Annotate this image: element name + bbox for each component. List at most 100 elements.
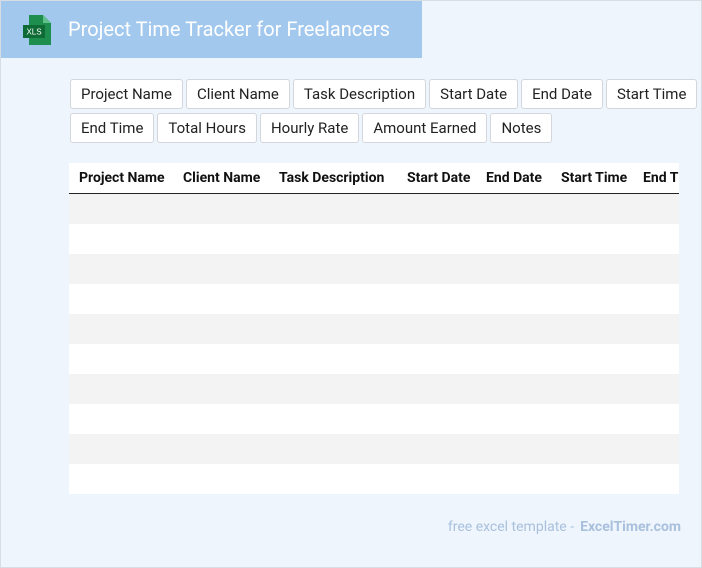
table-cell <box>476 404 551 434</box>
table-row <box>69 254 679 284</box>
table-cell <box>476 374 551 404</box>
table-cell <box>633 193 679 224</box>
table-row <box>69 193 679 224</box>
field-chip[interactable]: Client Name <box>185 79 290 109</box>
table-cell <box>269 284 397 314</box>
table-cell <box>476 224 551 254</box>
table-cell <box>397 404 476 434</box>
table-cell <box>476 314 551 344</box>
table-cell <box>551 314 633 344</box>
field-chip[interactable]: Amount Earned <box>362 113 488 143</box>
table-cell <box>633 464 679 494</box>
column-header: Start Time <box>551 163 633 194</box>
table-cell <box>69 344 173 374</box>
table-cell <box>397 344 476 374</box>
column-header: Task Description <box>269 163 397 194</box>
icon-label: XLS <box>26 28 41 37</box>
table-cell <box>173 464 269 494</box>
table-cell <box>633 374 679 404</box>
field-chip[interactable]: Hourly Rate <box>259 113 360 143</box>
table-cell <box>173 374 269 404</box>
table-row <box>69 314 679 344</box>
table-row <box>69 374 679 404</box>
table-cell <box>69 434 173 464</box>
field-chip[interactable]: Task Description <box>292 79 427 109</box>
table-row <box>69 284 679 314</box>
table-cell <box>476 344 551 374</box>
table-cell <box>173 434 269 464</box>
table-cell <box>69 314 173 344</box>
table-cell <box>173 344 269 374</box>
table-cell <box>173 193 269 224</box>
table-cell <box>476 434 551 464</box>
table-cell <box>476 284 551 314</box>
table-cell <box>397 224 476 254</box>
table-cell <box>173 314 269 344</box>
table-cell <box>397 284 476 314</box>
field-chip[interactable]: Total Hours <box>157 113 257 143</box>
table-cell <box>69 374 173 404</box>
table-cell <box>551 374 633 404</box>
table-cell <box>69 464 173 494</box>
table-row <box>69 344 679 374</box>
field-chip[interactable]: End Time <box>70 113 155 143</box>
table-cell <box>269 254 397 284</box>
table-cell <box>173 284 269 314</box>
footer-link[interactable]: ExcelTimer.com <box>580 519 681 535</box>
table-cell <box>551 464 633 494</box>
header-row: Project Name Client Name Task Description S… <box>69 163 679 194</box>
table-cell <box>397 464 476 494</box>
footer: free excel template - ExcelTimer.com <box>448 519 681 535</box>
table-cell <box>476 193 551 224</box>
table-cell <box>633 314 679 344</box>
field-chip[interactable]: Project Name <box>70 79 183 109</box>
table-cell <box>69 193 173 224</box>
table-cell <box>69 284 173 314</box>
table-cell <box>269 314 397 344</box>
table-cell <box>397 193 476 224</box>
field-chip[interactable]: Start Time <box>605 79 698 109</box>
field-chips: Project Name Client Name Task Description S… <box>70 79 700 143</box>
table-cell <box>633 344 679 374</box>
field-chip[interactable]: Notes <box>490 113 553 143</box>
column-header: Project Name <box>69 163 173 194</box>
table-cell <box>551 434 633 464</box>
column-header: End Time <box>633 163 679 194</box>
table-cell <box>269 404 397 434</box>
table-cell <box>69 254 173 284</box>
column-header: Client Name <box>173 163 269 194</box>
table-cell <box>269 374 397 404</box>
table-cell <box>633 284 679 314</box>
field-chip[interactable]: End Date <box>521 79 603 109</box>
table-cell <box>269 224 397 254</box>
footer-text: free excel template - <box>447 519 575 535</box>
field-chip[interactable]: Start Date <box>429 79 519 109</box>
table-cell <box>397 314 476 344</box>
table-cell <box>633 224 679 254</box>
table-cell <box>633 434 679 464</box>
table-container: Project Name Client Name Task Description S… <box>69 163 679 494</box>
table-cell <box>269 464 397 494</box>
tracker-table: Project Name Client Name Task Description S… <box>69 163 679 494</box>
table-cell <box>173 254 269 284</box>
table-cell <box>173 404 269 434</box>
table-cell <box>551 404 633 434</box>
table-cell <box>269 344 397 374</box>
table-row <box>69 464 679 494</box>
column-header: End Date <box>476 163 551 194</box>
table-cell <box>633 404 679 434</box>
table-cell <box>69 404 173 434</box>
xls-icon: XLS <box>23 15 51 45</box>
table-cell <box>269 193 397 224</box>
table-cell <box>397 374 476 404</box>
table-cell <box>551 224 633 254</box>
table-cell <box>551 254 633 284</box>
table-cell <box>633 254 679 284</box>
table-cell <box>269 434 397 464</box>
table-cell <box>476 464 551 494</box>
table-cell <box>551 344 633 374</box>
table-cell <box>397 434 476 464</box>
column-header: Start Date <box>397 163 476 194</box>
table-cell <box>551 193 633 224</box>
table-cell <box>173 224 269 254</box>
